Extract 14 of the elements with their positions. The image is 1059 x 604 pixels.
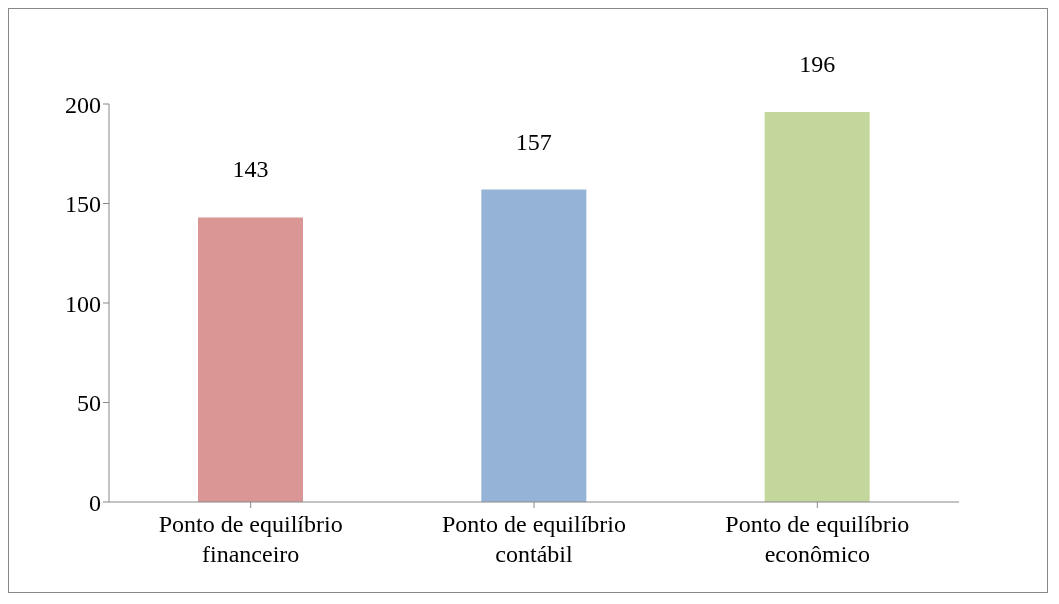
data-label: 196	[799, 50, 836, 77]
y-tick-label: 150	[65, 191, 101, 218]
x-tick-label: Ponto de equilíbrio financeiro	[158, 511, 343, 567]
x-tick-label: Ponto de equilíbrio contábil	[442, 511, 626, 567]
y-tick-label: 50	[77, 390, 101, 417]
x-tick-label: Ponto de equilíbrio econômico	[725, 511, 910, 567]
y-tick-label: 0	[89, 489, 101, 516]
y-tick-label: 100	[65, 290, 101, 317]
bar	[481, 189, 587, 502]
y-tick-label: 200	[65, 91, 101, 118]
bar	[764, 111, 870, 502]
bar	[198, 217, 303, 502]
data-label: 143	[232, 156, 269, 183]
data-label: 157	[515, 128, 552, 155]
